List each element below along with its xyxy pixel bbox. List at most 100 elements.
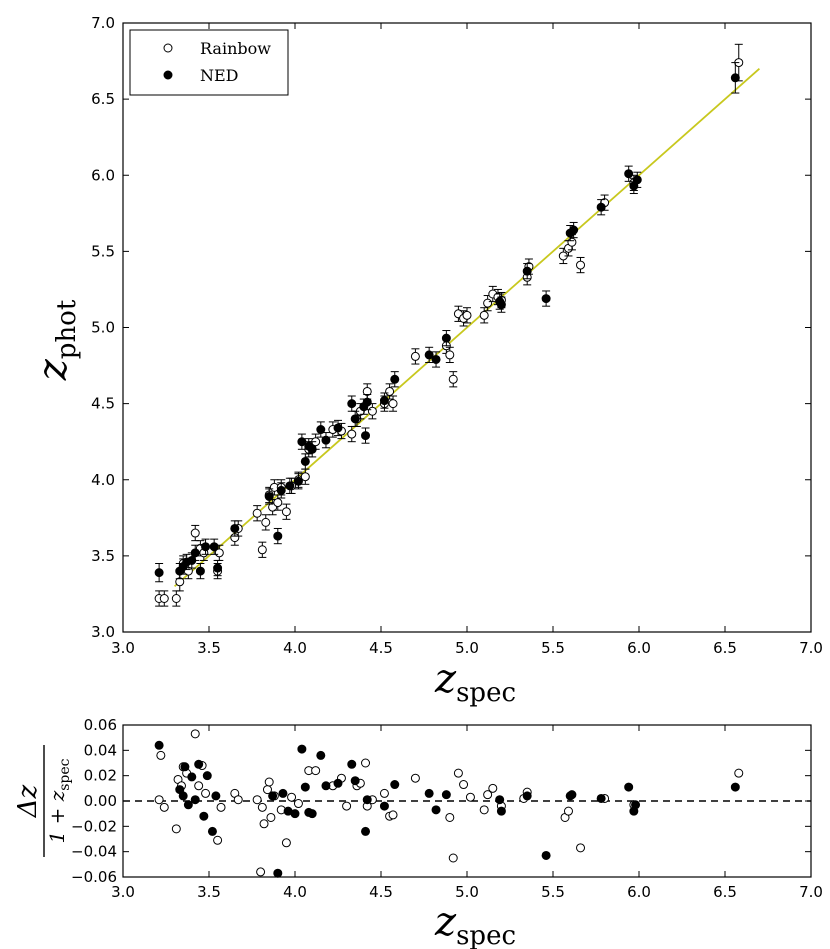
- marker: [190, 548, 200, 558]
- data-point-ned: [350, 410, 360, 427]
- residual-point-ned: [154, 740, 164, 750]
- residual-point-ned: [631, 800, 641, 810]
- residual-point-rainbow: [410, 773, 420, 783]
- marker: [154, 568, 164, 578]
- marker: [213, 563, 223, 573]
- data-point-ned: [273, 527, 283, 545]
- marker: [479, 310, 489, 320]
- marker: [367, 406, 377, 416]
- residual-point-ned: [730, 782, 740, 792]
- residual-point-rainbow: [379, 788, 389, 798]
- legend-marker-ned: [163, 70, 173, 80]
- residual-point-ned: [199, 811, 209, 821]
- top-xtick-label: 3.0: [111, 639, 135, 657]
- data-point-ned: [293, 473, 303, 490]
- residual-point-rainbow: [311, 766, 321, 776]
- marker: [390, 374, 400, 384]
- residual-point-ned: [624, 782, 634, 792]
- residual-point-rainbow: [448, 853, 458, 863]
- marker: [321, 435, 331, 445]
- residual-point-rainbow: [156, 750, 166, 760]
- data-point-ned: [297, 433, 307, 450]
- marker: [257, 545, 267, 555]
- residual-point-rainbow: [734, 768, 744, 778]
- marker: [195, 566, 205, 576]
- marker: [462, 310, 472, 320]
- marker: [300, 472, 310, 482]
- top-ylabel: zphot: [30, 299, 82, 381]
- marker: [379, 396, 389, 406]
- data-point-ned: [522, 263, 532, 280]
- residual-point-ned: [390, 780, 400, 790]
- residual-point-rainbow: [213, 835, 223, 845]
- marker: [316, 425, 326, 435]
- marker: [483, 298, 493, 308]
- bottom-xtick-label: 7.0: [799, 883, 823, 901]
- residual-point-ned: [441, 790, 451, 800]
- legend: Rainbow NED: [129, 29, 289, 96]
- residual-point-ned: [180, 762, 190, 772]
- marker: [576, 260, 586, 270]
- data-point-rainbow: [385, 383, 395, 400]
- residual-point-ned: [496, 806, 506, 816]
- marker: [190, 528, 200, 538]
- marker: [569, 225, 579, 235]
- residual-point-rainbow: [259, 819, 269, 829]
- top-xtick-label: 7.0: [799, 639, 823, 657]
- marker: [281, 507, 291, 517]
- bottom-xtick-label: 4.0: [283, 883, 307, 901]
- marker: [567, 237, 577, 247]
- top-xtick-label: 6.5: [713, 639, 737, 657]
- marker: [300, 456, 310, 466]
- bottom-ytick-label: 0.02: [84, 767, 117, 785]
- residual-point-rainbow: [287, 792, 297, 802]
- residual-point-rainbow: [479, 805, 489, 815]
- data-point-ned: [361, 427, 371, 444]
- data-point-ned: [230, 520, 240, 537]
- residual-point-rainbow: [257, 802, 267, 812]
- residual-point-ned: [596, 793, 606, 803]
- marker: [385, 386, 395, 396]
- residual-point-ned: [202, 771, 212, 781]
- data-point-rainbow: [159, 590, 169, 607]
- residual-point-rainbow: [445, 812, 455, 822]
- data-point-ned: [321, 432, 331, 449]
- residual-point-rainbow: [388, 810, 398, 820]
- top-xtick-label: 5.5: [541, 639, 565, 657]
- residual-point-rainbow: [171, 824, 181, 834]
- bottom-ytick-label: −0.02: [71, 817, 117, 835]
- top-xtick-label: 3.5: [197, 639, 221, 657]
- residual-point-rainbow: [563, 806, 573, 816]
- residual-point-ned: [207, 826, 217, 836]
- data-point-rainbow: [448, 371, 458, 388]
- fit-line: [174, 68, 760, 587]
- top-ytick-label: 5.5: [91, 242, 115, 260]
- bottom-xtick-label: 4.5: [369, 883, 393, 901]
- residual-point-ned: [268, 791, 278, 801]
- data-point-rainbow: [388, 395, 398, 412]
- marker: [448, 374, 458, 384]
- marker: [209, 542, 219, 552]
- top-ytick-label: 4.5: [91, 395, 115, 413]
- marker: [297, 437, 307, 447]
- residual-point-ned: [379, 801, 389, 811]
- marker: [276, 485, 286, 495]
- marker: [388, 399, 398, 409]
- top-ytick-label: 3.0: [91, 623, 115, 641]
- marker: [159, 594, 169, 604]
- residual-point-ned: [190, 795, 200, 805]
- bottom-xtick-label: 6.5: [713, 883, 737, 901]
- bottom-xtick-label: 6.0: [627, 883, 651, 901]
- data-point-ned: [496, 296, 506, 313]
- residual-point-rainbow: [293, 799, 303, 809]
- residual-point-rainbow: [361, 758, 371, 768]
- bottom-xtick-label: 5.0: [455, 883, 479, 901]
- top-xtick-label: 6.0: [627, 639, 651, 657]
- top-ytick-label: 4.0: [91, 471, 115, 489]
- bottom-ylabel: Δz 1 + zspec: [13, 745, 73, 857]
- data-point-rainbow: [347, 425, 357, 443]
- residual-point-ned: [273, 868, 283, 878]
- residual-point-rainbow: [488, 783, 498, 793]
- top-panel: 3.0 3.5 4.0 4.5 5.0 5.5 6.0 6.5 7.0 3.0 3.5 4.0 4.5 5…: [30, 14, 823, 708]
